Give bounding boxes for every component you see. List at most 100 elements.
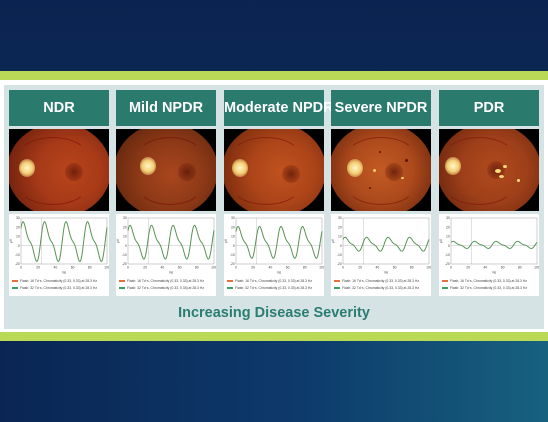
macula [178,163,196,181]
legend-item-16: Flash: 16 Td·s, Chromaticity (0.33, 0.33… [119,279,204,283]
column-ndr: NDR 30 20 10 0 -10 -20 0 20 40 60 80 100 ms µV Flash:… [9,85,109,299]
bottom-accent-band [0,332,548,341]
macula [282,165,300,183]
x-tick-label: 20 [358,266,362,270]
vessel-arcade-superior [443,137,515,179]
vessel-arcade-superior [345,137,417,179]
waveform-trace-32 [450,240,538,249]
x-tick-label: 100 [534,266,539,270]
column-header: PDR [439,90,539,126]
y-axis-unit: µV [331,238,335,243]
y-tick-label: -20 [337,262,342,266]
legend-item-32: Flash: 32 Td·s, Chromaticity (0.33, 0.33… [442,286,527,290]
legend-swatch-orange [119,280,125,282]
legend-swatch-green [119,287,125,289]
legend-swatch-orange [227,280,233,282]
x-axis-unit: ms [62,271,67,275]
x-axis-unit: ms [277,271,282,275]
vessel-arcade-inferior [345,163,417,205]
x-tick-label: 100 [104,266,109,270]
waveform-trace-32 [342,236,430,252]
footer-gradient [0,341,548,422]
fundus-image-moderate-npdr [224,129,324,211]
plot-frame [342,217,430,265]
x-tick-label: 60 [393,266,397,270]
x-tick-label: 100 [319,266,324,270]
macula [385,163,403,181]
y-tick-label: -20 [15,262,20,266]
legend-swatch-green [227,287,233,289]
legend-item-16: Flash: 16 Td·s, Chromaticity (0.33, 0.33… [442,279,527,283]
erg-plot-pdr: 30 20 10 0 -10 -20 0 20 40 60 80 100 ms µV Flash: 16 … [439,214,539,296]
y-tick-label: -20 [445,262,450,266]
x-tick-label: 80 [88,266,92,270]
y-tick-label: 30 [338,216,342,220]
optic-disc [232,159,248,177]
legend-swatch-green [442,287,448,289]
x-tick-label: 80 [303,266,307,270]
x-tick-label: 80 [518,266,522,270]
y-tick-label: -10 [15,253,20,257]
y-tick-label: 10 [123,235,127,239]
x-tick-label: 60 [286,266,290,270]
erg-plot-ndr: 30 20 10 0 -10 -20 0 20 40 60 80 100 ms µV Flash: 16 … [9,214,109,296]
vessel-arcade-superior [230,137,302,179]
legend-item-16: Flash: 16 Td·s, Chromaticity (0.33, 0.33… [227,279,312,283]
y-axis-unit: µV [439,238,443,243]
y-axis-unit: µV [9,238,13,243]
top-accent-band [0,71,548,80]
waveform-trace-32 [127,224,215,260]
legend-swatch-green [12,287,18,289]
y-tick-label: 30 [123,216,127,220]
x-tick-label: 20 [36,266,40,270]
x-tick-label: 60 [178,266,182,270]
y-tick-label: 0 [233,244,235,248]
exudate-cluster [495,169,501,173]
waveform-trace-32 [20,221,108,263]
plot-frame [20,217,108,265]
exudate-spot [401,177,404,179]
column-header: Mild NPDR [116,90,216,126]
column-header: Moderate NPDR [224,90,334,126]
y-tick-label: 10 [231,235,235,239]
plot-frame [127,217,215,265]
y-tick-label: 10 [446,235,450,239]
exudate-cluster [517,179,520,182]
y-tick-label: 30 [446,216,450,220]
x-tick-label: 20 [143,266,147,270]
legend-item-32: Flash: 32 Td·s, Chromaticity (0.33, 0.33… [227,286,312,290]
exudate-spot [373,169,376,172]
hemorrhage-spot [405,159,408,162]
macula [65,163,83,181]
y-tick-label: 20 [446,225,450,229]
plot-frame [235,217,323,265]
optic-disc [445,157,461,175]
y-tick-label: 10 [338,235,342,239]
fundus-image-ndr [9,129,109,211]
erg-plot-severe-npdr: 30 20 10 0 -10 -20 0 20 40 60 80 100 ms µV Flash: 16 … [331,214,431,296]
legend-item-32: Flash: 32 Td·s, Chromaticity (0.33, 0.33… [12,286,97,290]
column-pdr: PDR 30 20 10 0 -10 -20 0 20 40 60 80 100 ms µV Flash:… [439,85,539,299]
x-tick-label: 100 [426,266,431,270]
x-tick-label: 0 [450,266,452,270]
x-tick-label: 20 [466,266,470,270]
y-tick-label: -10 [122,253,127,257]
optic-disc [19,159,35,177]
vessel-arcade-inferior [17,163,89,205]
x-tick-label: 40 [161,266,165,270]
column-mild-npdr: Mild NPDR 30 20 10 0 -10 -20 0 20 40 60 80 100 ms µV … [116,85,216,299]
vessel-arcade-superior [136,137,204,179]
x-tick-label: 40 [269,266,273,270]
vessel-arcade-inferior [136,163,204,205]
x-axis-unit: ms [384,271,389,275]
legend-item-16: Flash: 16 Td·s, Chromaticity (0.33, 0.33… [12,279,97,283]
y-tick-label: 10 [16,235,20,239]
x-axis-unit: ms [492,271,497,275]
y-tick-label: -10 [337,253,342,257]
x-tick-label: 80 [195,266,199,270]
